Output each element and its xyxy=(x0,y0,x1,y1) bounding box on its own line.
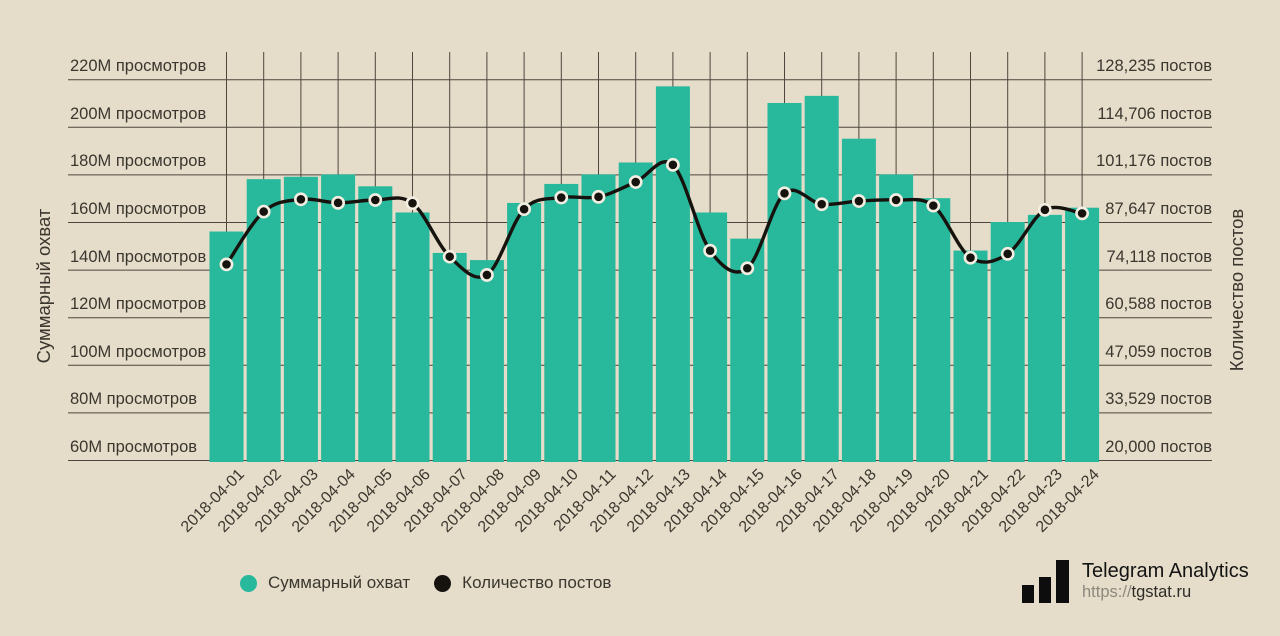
reach-bar xyxy=(432,252,467,462)
legend-swatch-reach-icon xyxy=(240,574,257,592)
y-tick-label-left: 180M просмотров xyxy=(70,152,207,171)
legend-swatch-posts-icon xyxy=(434,574,452,592)
y-tick-label-right: 114,706 постов xyxy=(1097,104,1212,123)
posts-point xyxy=(740,261,755,276)
reach-bar xyxy=(321,174,356,462)
legend-item-reach: Суммарный охват xyxy=(240,573,410,593)
y-tick-label-left: 200M просмотров xyxy=(70,104,207,123)
posts-point xyxy=(703,243,717,258)
reach-bar xyxy=(507,202,542,462)
legend-item-posts: Количество постов xyxy=(434,573,611,593)
reach-bar xyxy=(358,186,393,463)
y-tick-label-left: 100M просмотров xyxy=(70,342,207,361)
reach-bars xyxy=(209,86,1100,463)
posts-point xyxy=(554,190,569,205)
posts-point xyxy=(405,196,420,211)
posts-point xyxy=(256,204,271,219)
y-tick-label-left: 220M просмотров xyxy=(70,57,207,76)
posts-point xyxy=(628,175,643,189)
posts-point xyxy=(1075,206,1089,221)
y-tick-label-right: 87,647 постов xyxy=(1105,200,1212,218)
branding-url-scheme: https:// xyxy=(1082,583,1132,601)
y-tick-label-right: 33,529 постов xyxy=(1105,390,1212,409)
y-tick-label-right: 128,235 постов xyxy=(1096,57,1212,76)
reach-bar xyxy=(841,138,876,462)
branding-url: https://tgstat.ru xyxy=(1082,583,1249,602)
legend-label-reach: Суммарный охват xyxy=(268,573,411,592)
reach-bar xyxy=(283,176,318,462)
reach-bar xyxy=(804,95,839,463)
reach-bar xyxy=(395,212,430,462)
reach-bar xyxy=(1027,214,1062,462)
posts-point xyxy=(814,197,829,212)
reach-bar xyxy=(581,174,616,462)
y-tick-label-left: 120M просмотров xyxy=(70,295,207,314)
posts-point xyxy=(1000,246,1015,261)
reach-bar xyxy=(1065,207,1100,462)
bar-chart-icon xyxy=(1022,557,1069,603)
reach-bar xyxy=(246,179,281,462)
reach-bar xyxy=(879,174,914,462)
y-axis-title-left: Суммарный охват xyxy=(33,208,54,364)
posts-point xyxy=(479,268,494,282)
posts-point xyxy=(666,157,680,172)
reach-bar xyxy=(655,86,690,462)
y-tick-label-left: 80M просмотров xyxy=(70,390,198,409)
posts-point xyxy=(442,249,457,264)
posts-line-layer xyxy=(219,157,1089,282)
branding: Telegram Analytics https://tgstat.ru xyxy=(1022,557,1249,603)
posts-point xyxy=(1038,202,1052,217)
posts-point xyxy=(777,186,792,201)
posts-point xyxy=(591,189,606,204)
posts-point xyxy=(219,257,234,272)
y-tick-label-left: 60M просмотров xyxy=(70,438,198,456)
reach-bar xyxy=(953,250,988,462)
reach-bar xyxy=(916,198,951,462)
y-axis-title-right: Количество постов xyxy=(1226,208,1247,372)
reach-bar xyxy=(730,238,765,462)
posts-point xyxy=(517,202,531,217)
legend: Суммарный охват Количество постов xyxy=(240,573,635,593)
posts-point xyxy=(889,193,903,207)
y-tick-label-left: 140M просмотров xyxy=(70,247,207,266)
branding-title: Telegram Analytics xyxy=(1082,560,1249,582)
reach-bar xyxy=(544,183,579,463)
y-tick-label-right: 101,176 постов xyxy=(1096,152,1212,171)
posts-point xyxy=(963,250,978,265)
posts-point xyxy=(926,198,941,213)
branding-url-host: tgstat.ru xyxy=(1131,583,1192,601)
y-tick-label-right: 74,118 постов xyxy=(1106,247,1212,266)
reach-bar xyxy=(767,103,802,462)
posts-point xyxy=(293,192,308,207)
posts-point xyxy=(852,194,866,208)
posts-point xyxy=(368,193,383,207)
reach-bar xyxy=(469,260,504,462)
legend-label-posts: Количество постов xyxy=(462,573,612,592)
reach-bar xyxy=(618,162,653,462)
y-tick-label-right: 60,588 постов xyxy=(1105,295,1212,314)
y-tick-label-right: 47,059 постов xyxy=(1105,342,1212,361)
y-tick-label-right: 20,000 постов xyxy=(1105,438,1212,456)
y-tick-label-left: 160M просмотров xyxy=(70,200,207,218)
posts-point xyxy=(331,195,345,210)
reach-bar xyxy=(990,222,1025,462)
